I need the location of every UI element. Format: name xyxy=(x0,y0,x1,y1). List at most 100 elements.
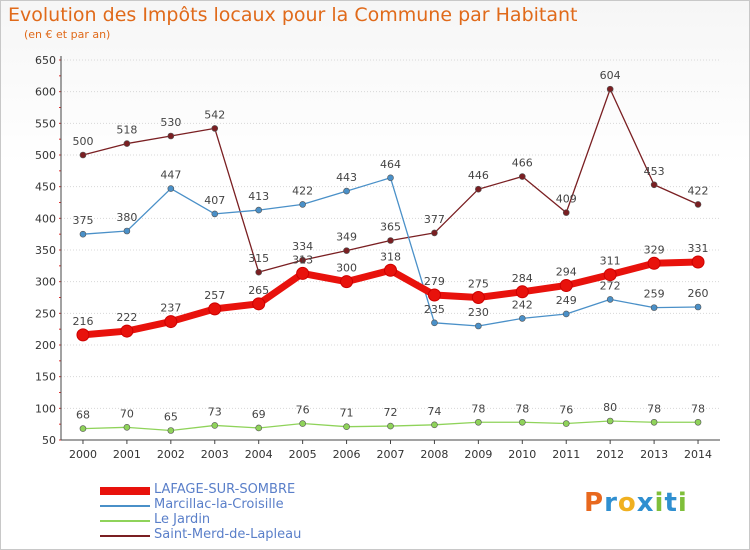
data-label-2: 76 xyxy=(559,404,573,417)
proxiti-logo: Proxiti xyxy=(584,488,688,518)
data-label-1: 443 xyxy=(336,171,357,184)
data-label-2: 78 xyxy=(515,402,529,415)
legend-label: Le Jardin xyxy=(154,512,211,527)
data-label-2: 65 xyxy=(164,411,178,424)
data-label-0: 284 xyxy=(512,272,533,285)
data-label-3: 315 xyxy=(248,252,269,265)
data-label-2: 76 xyxy=(296,404,310,417)
data-label-0: 294 xyxy=(556,265,577,278)
x-tick-label: 2002 xyxy=(157,448,185,461)
legend-swatch xyxy=(100,520,150,522)
data-label-0: 222 xyxy=(116,311,137,324)
data-label-3: 518 xyxy=(116,124,137,137)
data-point-0 xyxy=(384,263,397,277)
data-label-1: 272 xyxy=(600,279,621,292)
data-point-2 xyxy=(299,420,306,427)
data-point-0 xyxy=(471,291,485,304)
data-point-0 xyxy=(296,266,310,280)
data-point-2 xyxy=(79,425,87,432)
data-label-3: 604 xyxy=(600,69,621,82)
data-point-1 xyxy=(475,322,482,330)
data-label-3: 542 xyxy=(204,108,225,121)
chart-subtitle: (en € et par an) xyxy=(24,28,111,41)
data-label-0: 279 xyxy=(424,275,445,288)
data-point-2 xyxy=(606,417,614,425)
data-label-0: 237 xyxy=(160,302,181,315)
data-point-0 xyxy=(340,275,354,289)
data-point-1 xyxy=(606,296,614,303)
legend-swatch xyxy=(100,487,150,495)
data-point-1 xyxy=(650,304,658,311)
data-point-3 xyxy=(387,237,394,244)
data-label-0: 265 xyxy=(248,284,269,297)
data-point-0 xyxy=(208,302,222,316)
y-tick-label: 600 xyxy=(35,86,56,99)
logo-letter: P xyxy=(584,488,605,518)
data-point-3 xyxy=(694,201,702,208)
data-point-1 xyxy=(255,206,263,214)
data-label-1: 413 xyxy=(248,190,269,203)
y-tick-label: 100 xyxy=(35,402,56,415)
data-label-2: 68 xyxy=(76,409,90,422)
data-point-2 xyxy=(694,418,702,426)
data-label-1: 260 xyxy=(688,287,709,300)
data-point-2 xyxy=(518,418,526,426)
legend-label: LAFAGE-SUR-SOMBRE xyxy=(154,482,296,497)
logo-letter: o xyxy=(617,488,637,518)
y-tick-label: 650 xyxy=(35,54,56,67)
data-point-3 xyxy=(167,132,175,140)
data-point-2 xyxy=(123,424,131,431)
x-tick-label: 2014 xyxy=(684,448,712,461)
data-point-3 xyxy=(606,85,614,93)
x-tick-label: 2009 xyxy=(464,448,492,461)
data-point-1 xyxy=(79,230,87,238)
data-label-3: 409 xyxy=(556,193,577,206)
data-point-3 xyxy=(343,247,350,254)
data-point-3 xyxy=(211,125,219,132)
data-point-2 xyxy=(387,422,394,430)
y-tick-label: 450 xyxy=(35,181,56,194)
data-point-3 xyxy=(255,268,263,276)
data-label-0: 329 xyxy=(644,243,665,256)
y-tick-label: 550 xyxy=(35,117,56,130)
data-point-0 xyxy=(691,255,705,269)
data-label-2: 80 xyxy=(603,401,617,414)
data-point-1 xyxy=(211,210,219,218)
data-label-1: 249 xyxy=(556,294,577,307)
data-point-3 xyxy=(475,185,482,193)
x-tick-label: 2003 xyxy=(201,448,229,461)
data-point-1 xyxy=(343,187,350,195)
data-label-3: 500 xyxy=(72,135,93,148)
data-label-2: 78 xyxy=(471,402,485,415)
data-point-1 xyxy=(167,185,175,192)
data-point-1 xyxy=(518,315,526,322)
x-tick-label: 2006 xyxy=(333,448,361,461)
data-label-3: 530 xyxy=(160,116,181,129)
data-label-2: 70 xyxy=(120,407,134,420)
y-tick-label: 250 xyxy=(35,307,56,320)
data-point-2 xyxy=(211,422,219,429)
legend-label: Saint-Merd-de-Lapleau xyxy=(154,527,302,542)
y-tick-label: 150 xyxy=(35,371,56,384)
y-tick-label: 400 xyxy=(35,212,56,225)
data-point-0 xyxy=(515,285,529,299)
data-label-2: 73 xyxy=(208,405,222,418)
data-label-1: 464 xyxy=(380,158,401,171)
data-point-2 xyxy=(650,418,658,426)
data-point-1 xyxy=(562,310,570,318)
x-tick-label: 2000 xyxy=(69,448,97,461)
data-point-3 xyxy=(650,181,658,189)
data-label-0: 318 xyxy=(380,250,401,263)
data-label-2: 71 xyxy=(340,407,354,420)
logo-letter: i xyxy=(654,488,665,518)
data-point-2 xyxy=(431,421,438,429)
chart-title: Evolution des Impôts locaux pour la Comm… xyxy=(8,4,578,26)
y-tick-label: 300 xyxy=(35,276,56,289)
data-label-0: 311 xyxy=(600,255,621,268)
data-point-3 xyxy=(431,229,438,237)
data-point-1 xyxy=(387,174,394,182)
data-point-0 xyxy=(559,278,573,292)
data-point-0 xyxy=(76,328,90,342)
data-point-0 xyxy=(120,324,134,338)
